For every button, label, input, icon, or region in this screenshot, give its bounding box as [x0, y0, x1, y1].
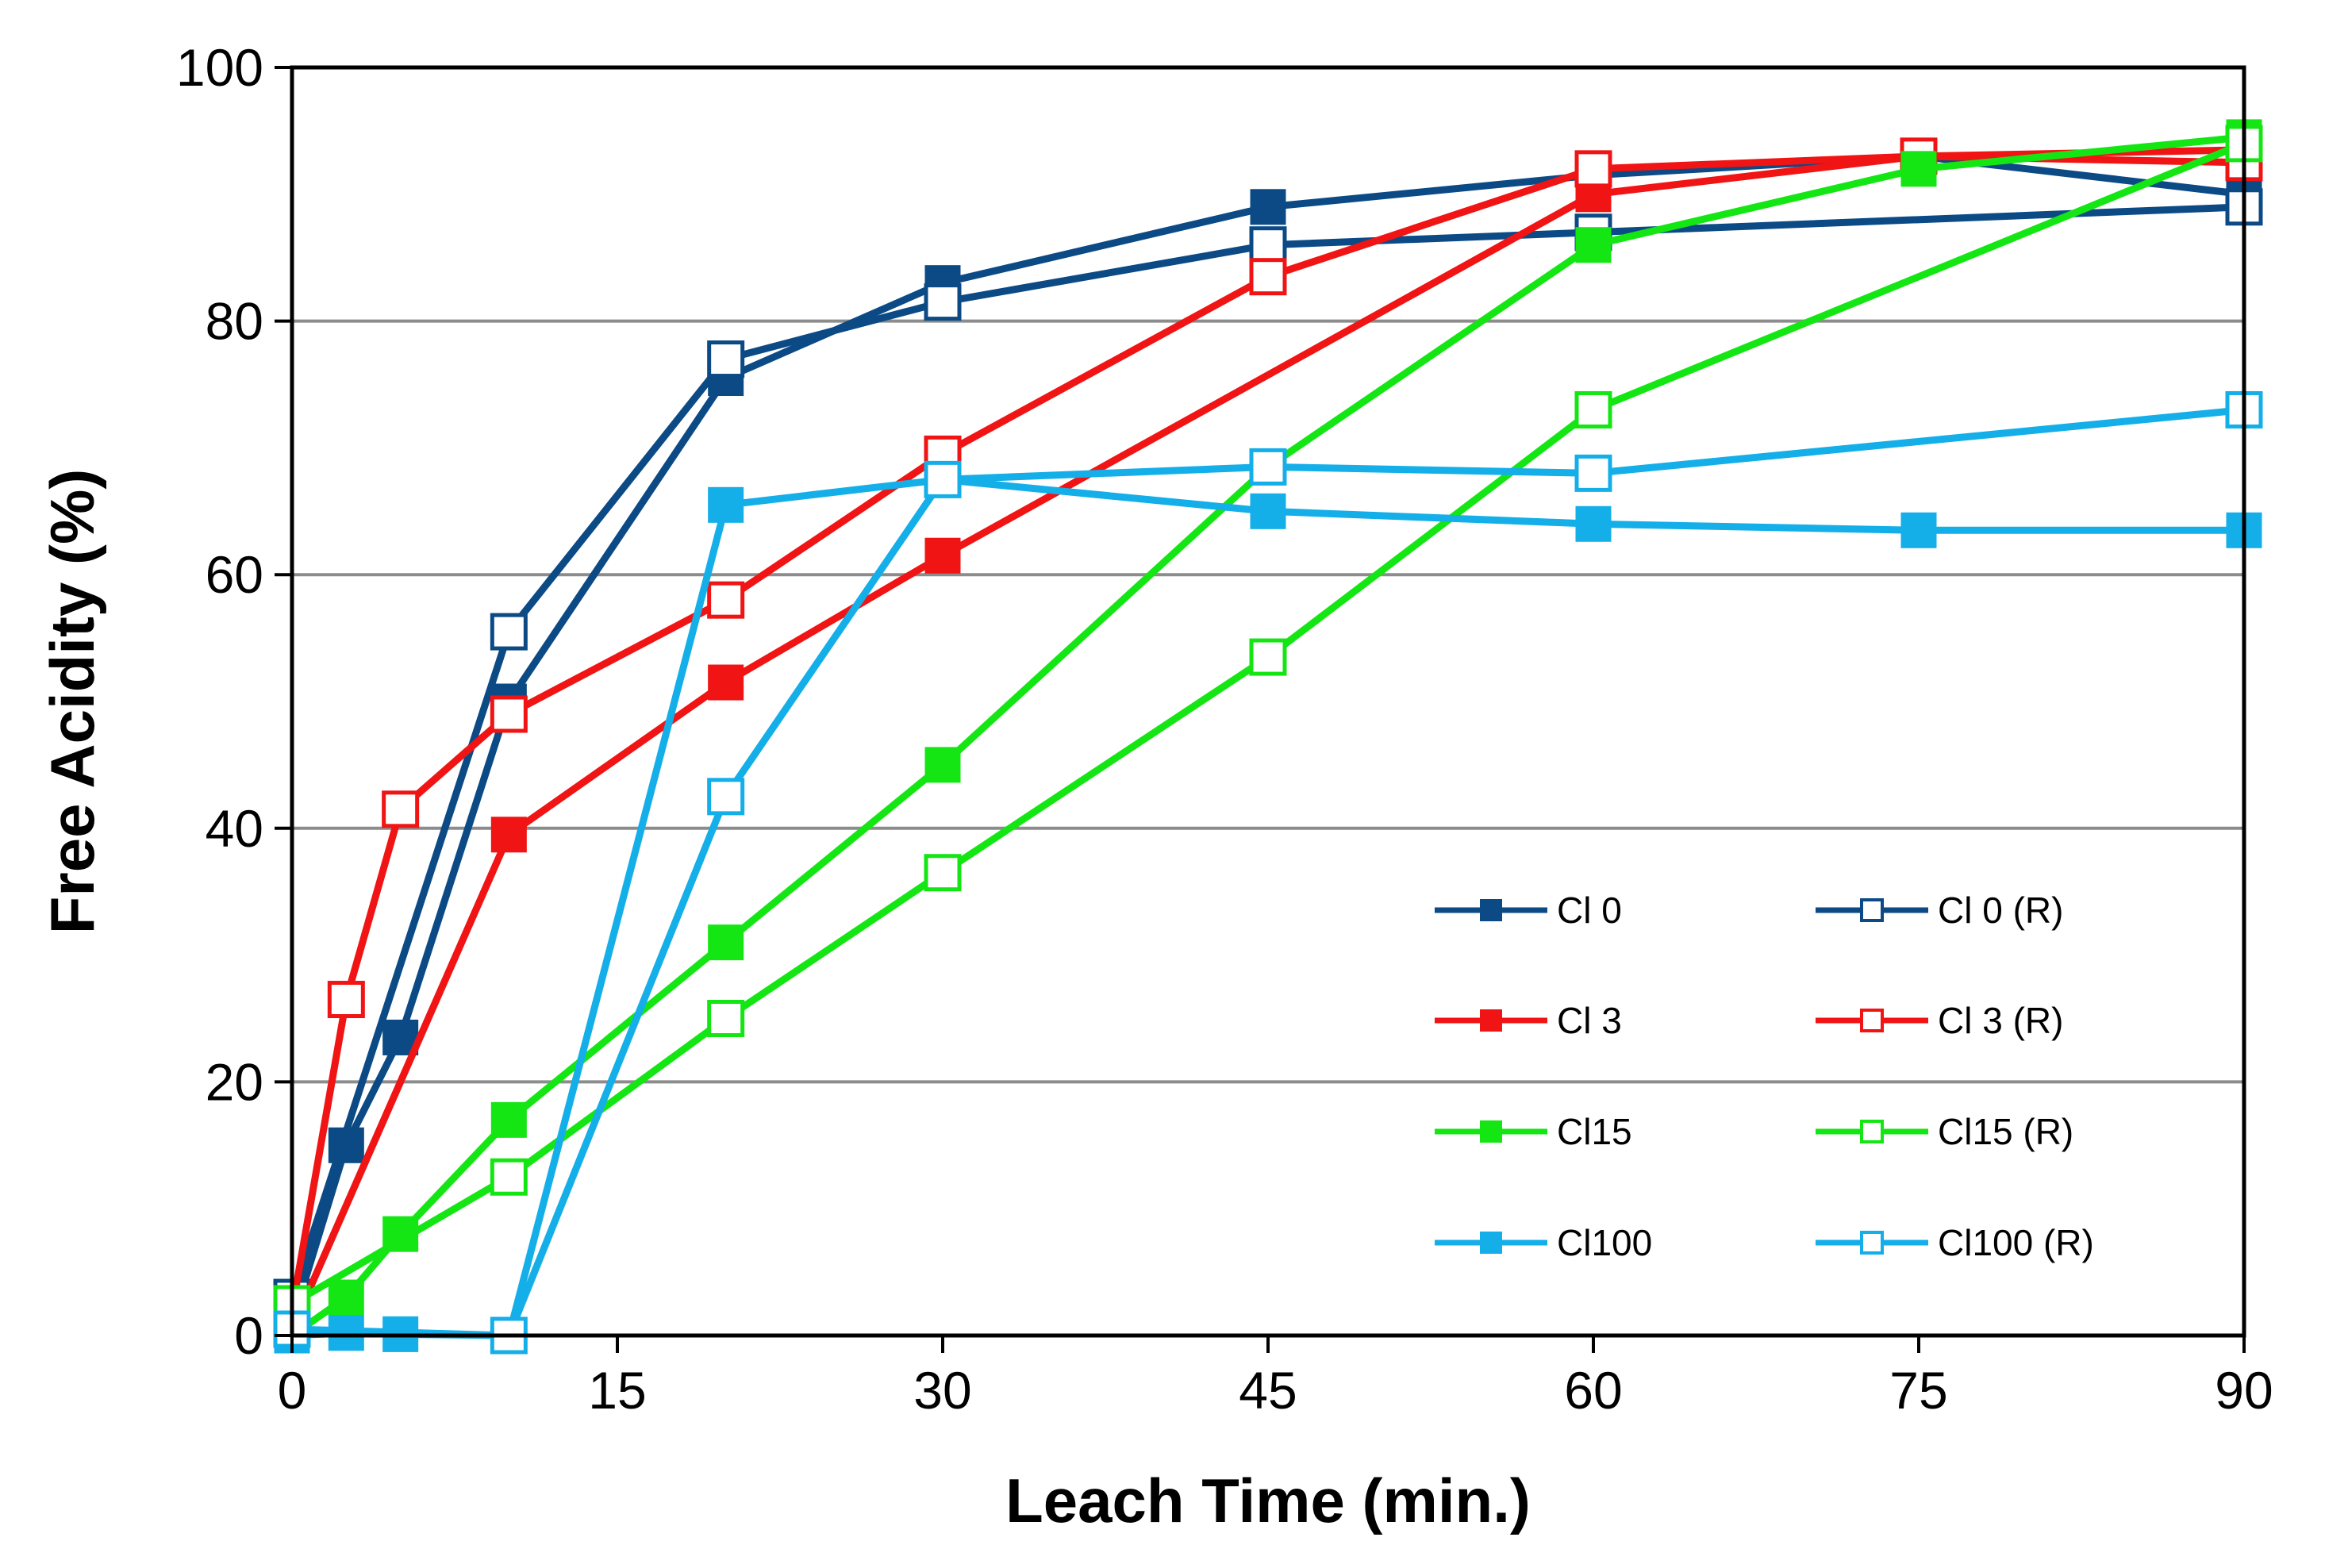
legend-marker [1860, 1231, 1884, 1255]
data-point [327, 981, 365, 1019]
data-point [1249, 638, 1287, 676]
data-point [707, 778, 745, 816]
data-point [1249, 448, 1287, 486]
legend-item: Cl15 [1435, 1111, 1632, 1152]
data-point [490, 817, 527, 853]
y-tick-label: 0 [234, 1306, 263, 1365]
data-point [490, 1101, 527, 1138]
legend-marker [1480, 1009, 1502, 1032]
data-point [1249, 258, 1287, 296]
legend-label: Cl15 (R) [1938, 1111, 2073, 1152]
legend-item: Cl 0 [1435, 890, 1622, 931]
data-point [924, 747, 961, 783]
y-axis: 0 20 40 60 80 100 [176, 38, 292, 1365]
data-point [382, 790, 420, 828]
legend: Cl 0 Cl 0 (R) Cl 3 Cl 3 (R) Cl15 Cl15 (R) Cl10… [1435, 890, 2094, 1263]
data-point [924, 283, 962, 321]
x-tick-label: 45 [1239, 1361, 1297, 1420]
legend-item: Cl 0 (R) [1816, 890, 2063, 931]
y-tick-label: 40 [206, 799, 263, 858]
data-point [328, 1279, 364, 1316]
data-point [1250, 493, 1286, 529]
data-point [924, 460, 962, 498]
data-point [1249, 226, 1287, 264]
x-tick-label: 15 [588, 1361, 646, 1420]
data-point [1575, 227, 1612, 263]
data-point [490, 613, 528, 651]
y-tick-label: 100 [176, 38, 263, 97]
data-point [1574, 454, 1612, 492]
legend-label: Cl 0 (R) [1938, 890, 2063, 931]
x-tick-label: 0 [278, 1361, 307, 1420]
series-line [288, 152, 2248, 1314]
legend-item: Cl100 [1435, 1222, 1652, 1263]
data-point [1900, 512, 1937, 548]
data-point [490, 1158, 528, 1196]
data-point [1900, 151, 1937, 187]
x-tick-label: 75 [1889, 1361, 1947, 1420]
legend-marker [1860, 898, 1884, 922]
legend-marker [1480, 899, 1502, 921]
legend-label: Cl100 [1557, 1222, 1652, 1263]
data-point [708, 924, 744, 961]
legend-item: Cl 3 [1435, 1000, 1622, 1041]
legend-marker [1480, 1120, 1502, 1143]
y-tick-label: 60 [206, 545, 263, 604]
data-point [708, 664, 744, 701]
y-tick-label: 80 [206, 292, 263, 351]
series-line [288, 133, 2248, 1339]
legend-marker [1480, 1232, 1502, 1254]
x-tick-label: 30 [913, 1361, 971, 1420]
x-axis: 0 15 30 45 60 75 90 [278, 1335, 2273, 1420]
data-point [924, 537, 961, 574]
data-point [1250, 189, 1286, 225]
x-tick-label: 90 [2215, 1361, 2273, 1420]
data-point [490, 695, 528, 733]
legend-item: Cl 3 (R) [1816, 1000, 2063, 1041]
data-point [708, 486, 744, 523]
data-point [707, 1000, 745, 1037]
data-point [707, 340, 745, 379]
legend-label: Cl100 (R) [1938, 1222, 2094, 1263]
gridlines [292, 319, 2244, 1084]
legend-label: Cl 3 (R) [1938, 1000, 2063, 1041]
y-axis-title: Free Acidity (%) [37, 469, 107, 935]
data-point [1574, 150, 1612, 188]
legend-marker [1860, 1120, 1884, 1143]
x-tick-label: 60 [1564, 1361, 1622, 1420]
data-point [707, 581, 745, 619]
legend-label: Cl 0 [1557, 890, 1622, 931]
x-axis-title: Leach Time (min.) [1005, 1466, 1531, 1535]
legend-label: Cl15 [1557, 1111, 1632, 1152]
data-point [1574, 390, 1612, 429]
legend-marker [1860, 1009, 1884, 1032]
data-point [1575, 505, 1612, 542]
legend-label: Cl 3 [1557, 1000, 1622, 1041]
legend-item: Cl100 (R) [1816, 1222, 2094, 1263]
data-point [924, 854, 962, 892]
legend-item: Cl15 (R) [1816, 1111, 2073, 1152]
y-tick-label: 20 [206, 1052, 263, 1111]
